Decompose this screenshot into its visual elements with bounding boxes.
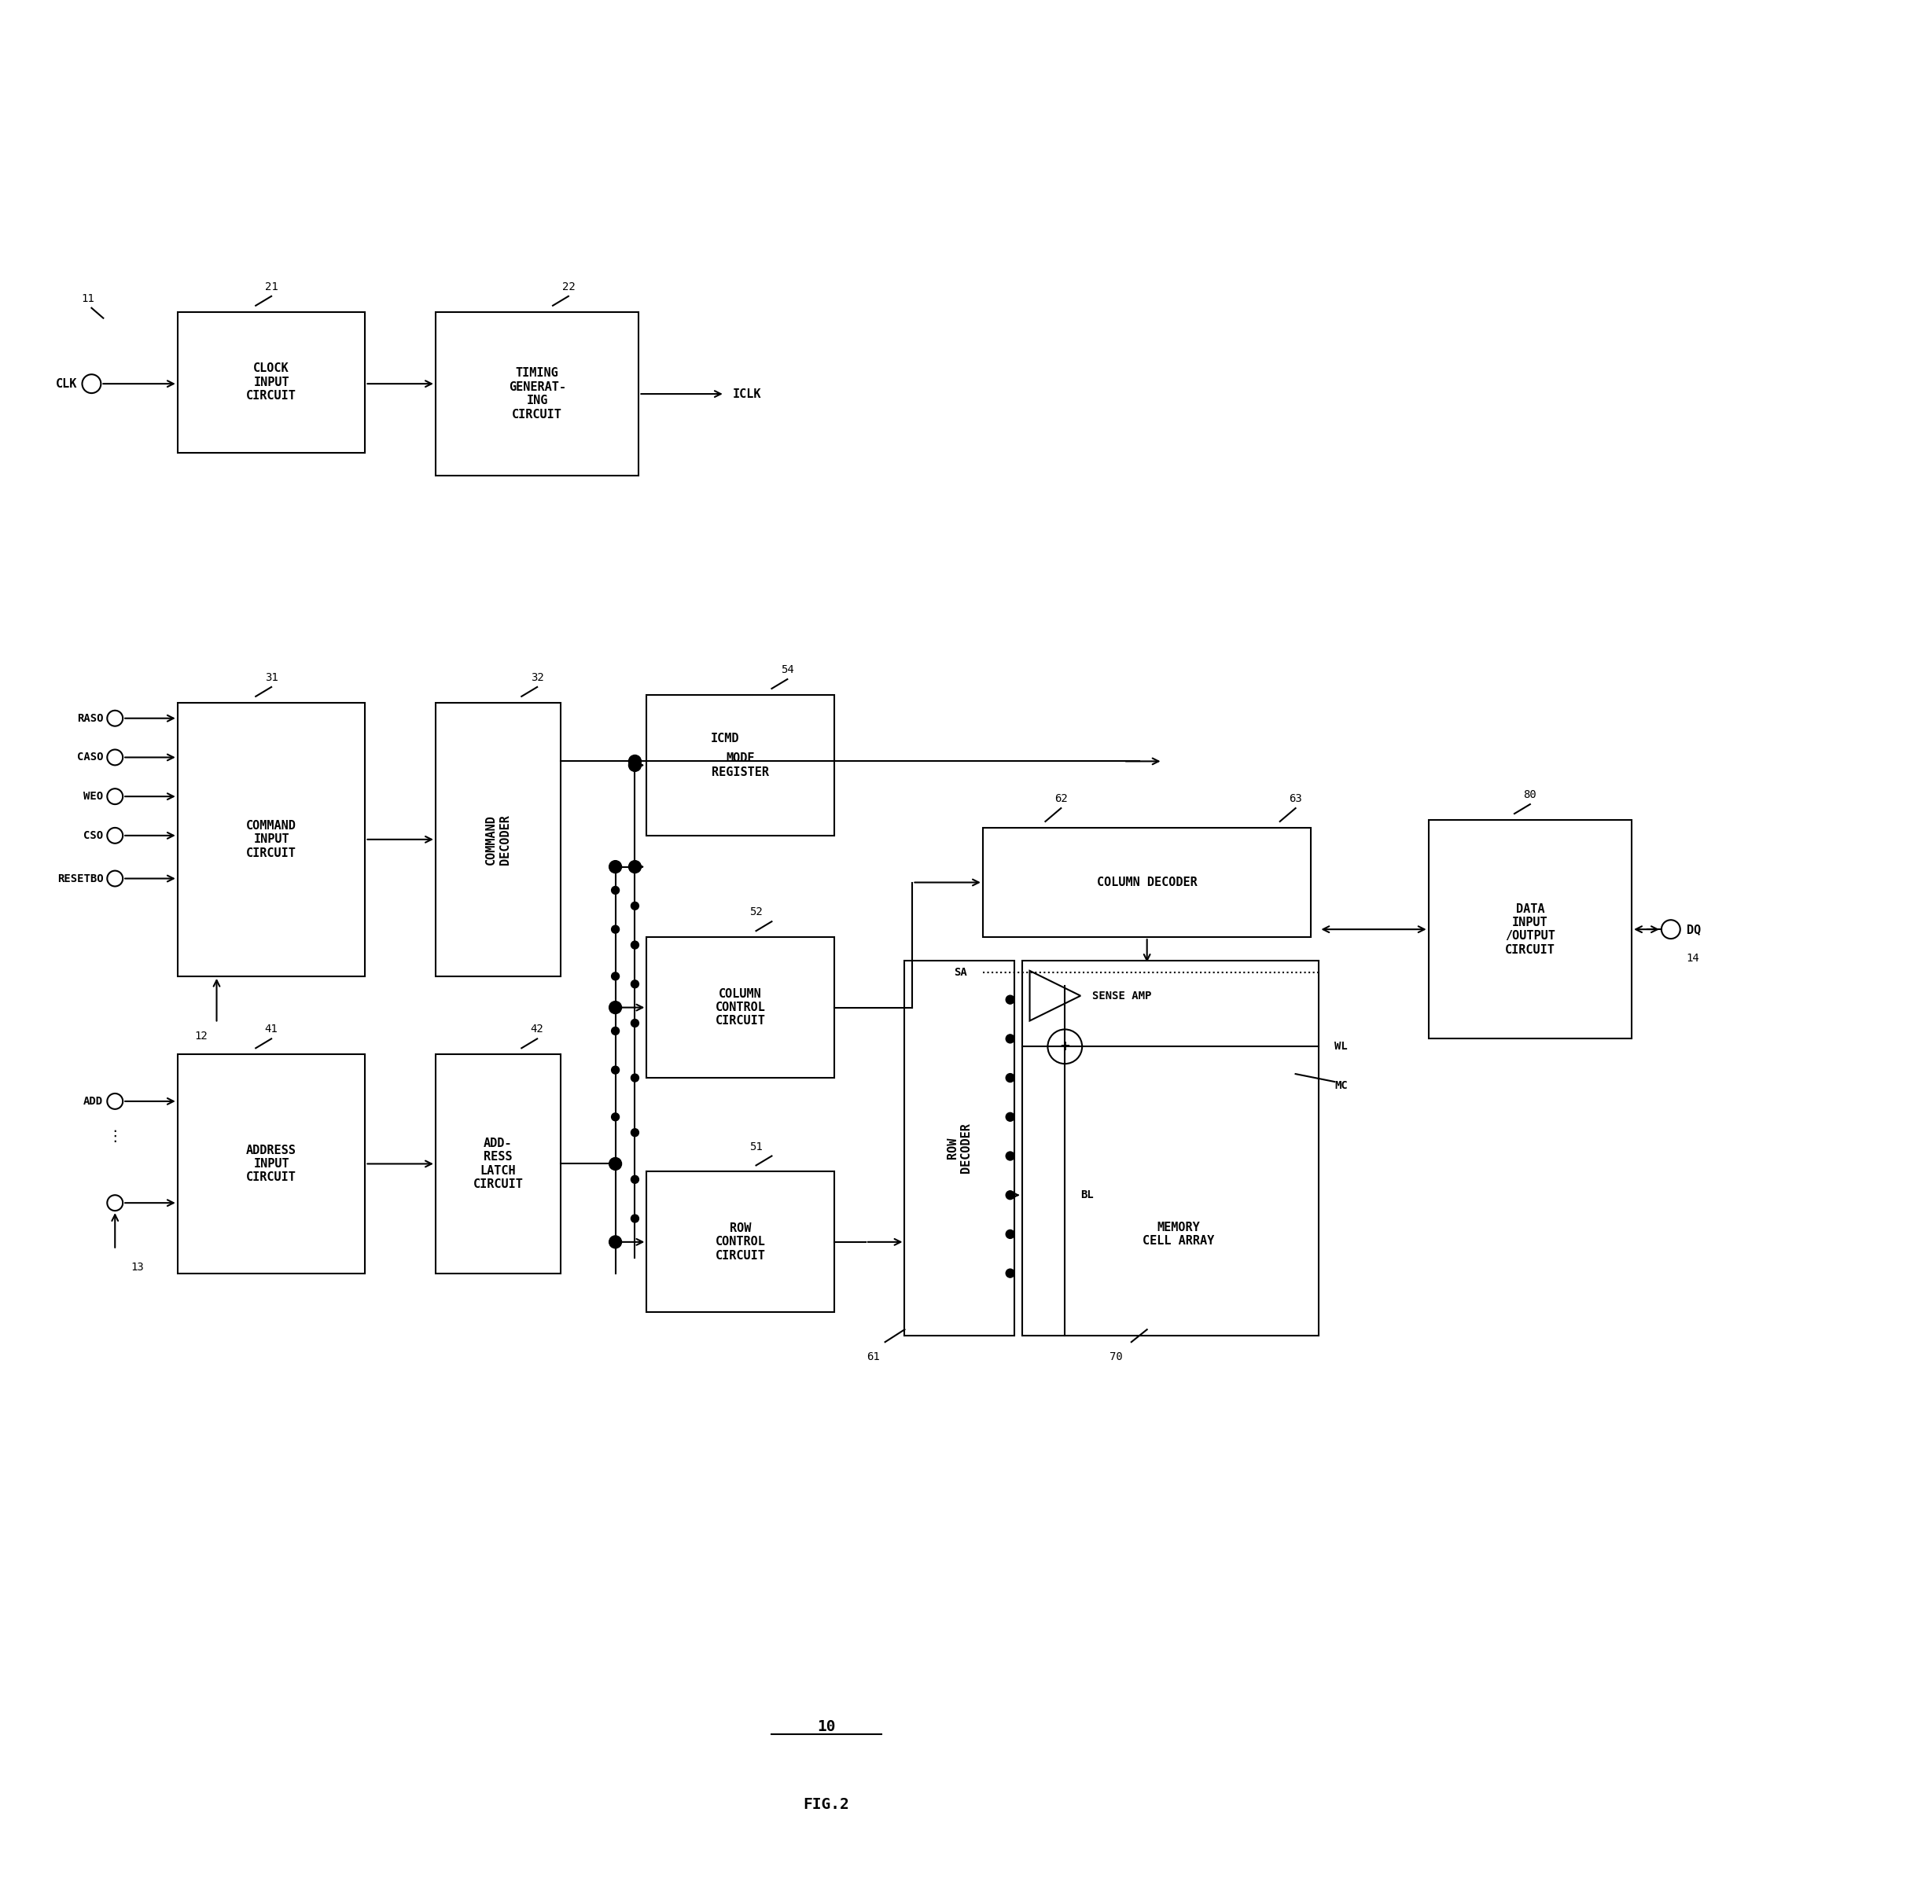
Circle shape xyxy=(611,1026,620,1036)
Circle shape xyxy=(609,1002,622,1013)
Circle shape xyxy=(632,941,639,948)
Text: 63: 63 xyxy=(1289,794,1302,803)
Text: WEO: WEO xyxy=(83,790,102,802)
Text: 11: 11 xyxy=(81,293,95,305)
Text: ICMD: ICMD xyxy=(711,733,740,744)
Circle shape xyxy=(1007,1034,1014,1043)
Text: 54: 54 xyxy=(781,664,794,676)
Text: RESETBO: RESETBO xyxy=(58,874,102,883)
Circle shape xyxy=(628,760,641,771)
Circle shape xyxy=(1007,1268,1014,1278)
Text: 10: 10 xyxy=(817,1719,837,1735)
Circle shape xyxy=(632,1129,639,1137)
Text: CASO: CASO xyxy=(77,752,102,764)
Text: 14: 14 xyxy=(1687,952,1700,963)
Text: CLOCK
INPUT
CIRCUIT: CLOCK INPUT CIRCUIT xyxy=(245,362,296,402)
Bar xyxy=(647,1171,835,1312)
Text: 13: 13 xyxy=(131,1262,143,1272)
Text: ADD: ADD xyxy=(83,1097,102,1106)
Text: 51: 51 xyxy=(750,1140,763,1152)
Text: 12: 12 xyxy=(195,1030,207,1041)
Text: MODE
REGISTER: MODE REGISTER xyxy=(711,752,769,779)
Circle shape xyxy=(632,1074,639,1081)
Text: ICLK: ICLK xyxy=(732,388,761,400)
Text: MC: MC xyxy=(1335,1080,1349,1091)
Text: FIG.2: FIG.2 xyxy=(804,1797,850,1813)
Bar xyxy=(904,962,1014,1337)
Text: SENSE AMP: SENSE AMP xyxy=(1092,990,1151,1002)
Circle shape xyxy=(611,1066,620,1074)
Circle shape xyxy=(1007,1152,1014,1160)
Circle shape xyxy=(632,981,639,988)
Text: WL: WL xyxy=(1335,1041,1349,1053)
Text: MEMORY
CELL ARRAY: MEMORY CELL ARRAY xyxy=(1142,1222,1213,1247)
Text: 62: 62 xyxy=(1055,794,1068,803)
Text: 22: 22 xyxy=(562,282,576,293)
Text: 21: 21 xyxy=(265,282,278,293)
Bar xyxy=(647,937,835,1078)
Circle shape xyxy=(1007,1074,1014,1081)
Bar xyxy=(1022,962,1320,1337)
Text: DQ: DQ xyxy=(1687,923,1700,935)
Circle shape xyxy=(611,1114,620,1121)
Text: 41: 41 xyxy=(265,1024,278,1036)
Bar xyxy=(435,1055,560,1274)
Circle shape xyxy=(1007,1112,1014,1121)
Text: 61: 61 xyxy=(867,1352,879,1363)
Circle shape xyxy=(611,973,620,981)
Text: +: + xyxy=(1059,1040,1070,1053)
Circle shape xyxy=(632,902,639,910)
Text: COLUMN DECODER: COLUMN DECODER xyxy=(1097,876,1198,889)
Text: ROW
DECODER: ROW DECODER xyxy=(947,1123,972,1173)
Circle shape xyxy=(1007,996,1014,1003)
Bar xyxy=(178,1055,365,1274)
Text: RASO: RASO xyxy=(77,712,102,724)
Circle shape xyxy=(1007,1230,1014,1238)
Text: ADD-
RESS
LATCH
CIRCUIT: ADD- RESS LATCH CIRCUIT xyxy=(473,1137,524,1190)
Circle shape xyxy=(628,756,641,767)
Circle shape xyxy=(609,1236,622,1249)
Text: 32: 32 xyxy=(531,672,543,684)
Text: 80: 80 xyxy=(1524,790,1536,800)
Circle shape xyxy=(609,1158,622,1171)
Text: COMMAND
INPUT
CIRCUIT: COMMAND INPUT CIRCUIT xyxy=(245,821,296,859)
Circle shape xyxy=(611,925,620,933)
Circle shape xyxy=(632,1019,639,1026)
Circle shape xyxy=(611,887,620,895)
Bar xyxy=(1428,821,1633,1040)
Text: ROW
CONTROL
CIRCUIT: ROW CONTROL CIRCUIT xyxy=(715,1222,765,1262)
Text: 42: 42 xyxy=(531,1024,543,1036)
Text: TIMING
GENERAT-
ING
CIRCUIT: TIMING GENERAT- ING CIRCUIT xyxy=(508,367,566,421)
Text: 70: 70 xyxy=(1109,1352,1122,1363)
Text: ⋮: ⋮ xyxy=(108,1129,122,1144)
Text: CLK: CLK xyxy=(56,377,77,390)
Text: ADDRESS
INPUT
CIRCUIT: ADDRESS INPUT CIRCUIT xyxy=(245,1144,296,1184)
Circle shape xyxy=(632,1215,639,1222)
Circle shape xyxy=(1007,1190,1014,1200)
Text: 52: 52 xyxy=(750,906,763,918)
Text: SA: SA xyxy=(954,967,968,979)
Text: COLUMN
CONTROL
CIRCUIT: COLUMN CONTROL CIRCUIT xyxy=(715,988,765,1026)
Text: DATA
INPUT
/OUTPUT
CIRCUIT: DATA INPUT /OUTPUT CIRCUIT xyxy=(1505,902,1555,956)
Bar xyxy=(647,695,835,836)
Text: BL: BL xyxy=(1080,1190,1094,1201)
Bar xyxy=(178,312,365,453)
Bar xyxy=(435,703,560,977)
Bar xyxy=(178,703,365,977)
Text: CSO: CSO xyxy=(83,830,102,842)
Bar xyxy=(435,312,639,476)
Circle shape xyxy=(628,861,641,874)
Text: 31: 31 xyxy=(265,672,278,684)
Circle shape xyxy=(609,861,622,874)
Circle shape xyxy=(632,1175,639,1184)
Text: COMMAND
DECODER: COMMAND DECODER xyxy=(485,815,510,864)
Bar xyxy=(983,828,1312,937)
